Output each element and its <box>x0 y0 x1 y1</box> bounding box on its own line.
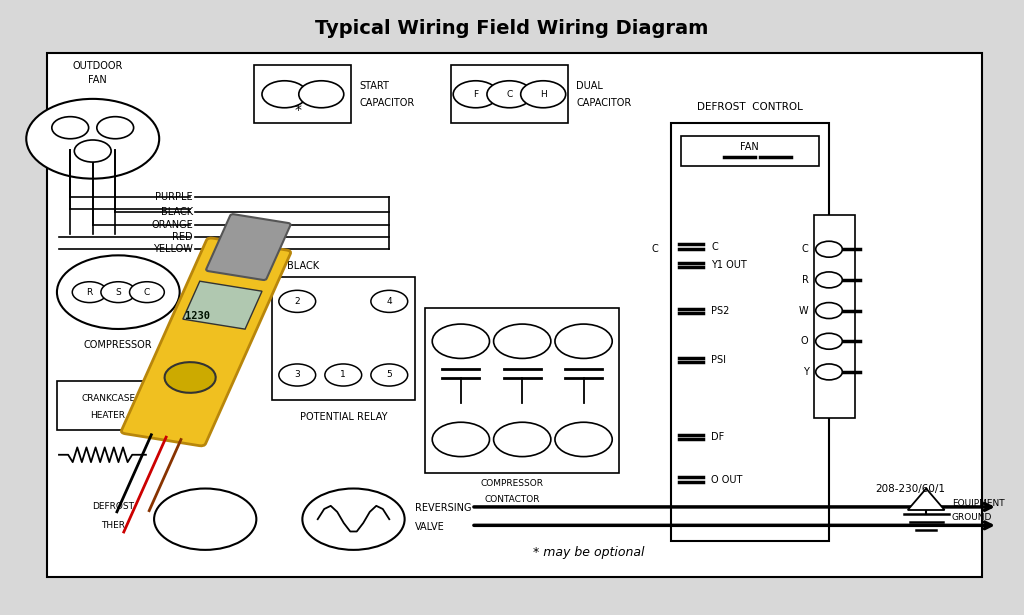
Text: EQUIPMENT: EQUIPMENT <box>951 499 1005 509</box>
Text: OUTDOOR: OUTDOOR <box>73 62 123 71</box>
FancyBboxPatch shape <box>122 238 291 446</box>
Circle shape <box>816 364 843 380</box>
FancyBboxPatch shape <box>271 277 415 400</box>
Text: C: C <box>712 242 718 252</box>
Text: THER: THER <box>101 521 125 530</box>
Circle shape <box>555 324 612 359</box>
Circle shape <box>487 81 531 108</box>
Text: Y1 OUT: Y1 OUT <box>712 260 748 270</box>
Text: DF: DF <box>712 432 725 442</box>
Circle shape <box>494 423 551 456</box>
Circle shape <box>299 81 344 108</box>
Circle shape <box>73 282 108 303</box>
Circle shape <box>101 282 135 303</box>
Text: BLACK: BLACK <box>161 207 193 217</box>
Circle shape <box>52 117 89 139</box>
Text: 1: 1 <box>340 370 346 379</box>
FancyBboxPatch shape <box>57 381 159 430</box>
FancyBboxPatch shape <box>183 281 262 329</box>
Text: C: C <box>651 244 658 254</box>
Text: VALVE: VALVE <box>415 522 444 531</box>
Circle shape <box>325 364 361 386</box>
Text: R: R <box>87 288 93 296</box>
Text: CAPACITOR: CAPACITOR <box>577 98 632 108</box>
Circle shape <box>494 324 551 359</box>
Text: FAN: FAN <box>740 142 759 152</box>
Text: 3: 3 <box>294 370 300 379</box>
Text: W: W <box>799 306 809 315</box>
Circle shape <box>432 423 489 456</box>
Circle shape <box>154 488 256 550</box>
Circle shape <box>454 81 499 108</box>
Text: COMPRESSOR: COMPRESSOR <box>84 340 153 350</box>
Text: YELLOW: YELLOW <box>153 244 193 254</box>
Text: Typical Wiring Field Wiring Diagram: Typical Wiring Field Wiring Diagram <box>315 19 709 38</box>
Text: 5: 5 <box>386 370 392 379</box>
Text: DEFROST  CONTROL: DEFROST CONTROL <box>696 102 803 113</box>
Text: 2: 2 <box>295 297 300 306</box>
FancyBboxPatch shape <box>254 65 351 124</box>
Circle shape <box>555 423 612 456</box>
Circle shape <box>57 255 179 329</box>
Circle shape <box>279 364 315 386</box>
Circle shape <box>816 241 843 257</box>
Text: CRANKCASE: CRANKCASE <box>81 394 135 403</box>
Text: C: C <box>802 244 809 254</box>
Circle shape <box>302 488 404 550</box>
Text: C: C <box>143 288 151 296</box>
Text: 4: 4 <box>386 297 392 306</box>
Text: POTENTIAL RELAY: POTENTIAL RELAY <box>299 412 387 422</box>
Text: DEFROST: DEFROST <box>92 502 134 511</box>
Circle shape <box>165 362 216 393</box>
Text: *: * <box>294 103 301 117</box>
Text: O: O <box>801 336 809 346</box>
Text: DUAL: DUAL <box>577 81 603 90</box>
Text: RED: RED <box>172 232 193 242</box>
Text: F: F <box>473 90 478 99</box>
Text: * may be optional: * may be optional <box>532 547 644 560</box>
Polygon shape <box>907 488 944 510</box>
Circle shape <box>371 290 408 312</box>
Text: 1230: 1230 <box>185 311 210 320</box>
Circle shape <box>816 272 843 288</box>
Text: REVERSING: REVERSING <box>415 503 471 513</box>
Text: ORANGE: ORANGE <box>152 220 193 229</box>
Circle shape <box>279 290 315 312</box>
Text: COMPRESSOR: COMPRESSOR <box>480 479 544 488</box>
Text: Y: Y <box>803 367 809 377</box>
Text: R: R <box>802 275 809 285</box>
Circle shape <box>75 140 112 162</box>
Text: CONTACTOR: CONTACTOR <box>484 495 540 504</box>
FancyBboxPatch shape <box>47 53 982 577</box>
FancyBboxPatch shape <box>425 308 620 473</box>
Circle shape <box>97 117 134 139</box>
Circle shape <box>816 333 843 349</box>
Text: FAN: FAN <box>88 76 108 85</box>
Circle shape <box>520 81 565 108</box>
Text: GROUND: GROUND <box>951 513 992 522</box>
Text: PSI: PSI <box>712 355 726 365</box>
Text: S: S <box>116 288 121 296</box>
Text: H: H <box>540 90 547 99</box>
Text: PS2: PS2 <box>712 306 730 316</box>
Text: CAPACITOR: CAPACITOR <box>359 98 415 108</box>
Text: START: START <box>359 81 389 90</box>
FancyBboxPatch shape <box>451 65 568 124</box>
Text: HEATER: HEATER <box>90 411 126 420</box>
Text: 208-230/60/1: 208-230/60/1 <box>876 483 945 493</box>
Circle shape <box>262 81 307 108</box>
FancyBboxPatch shape <box>206 214 291 280</box>
Circle shape <box>432 324 489 359</box>
FancyBboxPatch shape <box>814 215 855 418</box>
Circle shape <box>27 99 159 178</box>
Circle shape <box>371 364 408 386</box>
Circle shape <box>816 303 843 319</box>
Text: O OUT: O OUT <box>712 475 742 485</box>
Text: C: C <box>506 90 513 99</box>
Text: PURPLE: PURPLE <box>156 192 193 202</box>
Circle shape <box>130 282 164 303</box>
Text: BLACK: BLACK <box>287 261 319 271</box>
FancyBboxPatch shape <box>671 124 829 541</box>
FancyBboxPatch shape <box>681 136 819 167</box>
